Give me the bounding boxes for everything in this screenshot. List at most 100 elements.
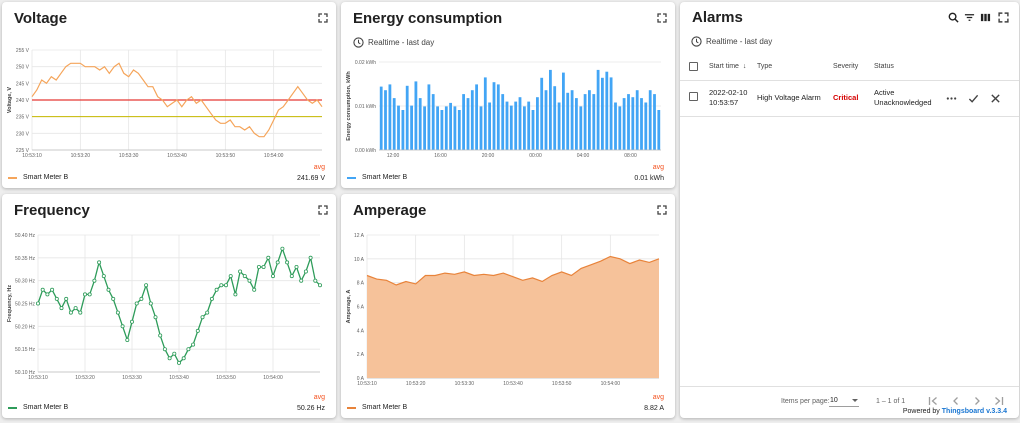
acknowledge-icon[interactable]: [968, 93, 979, 104]
select-all-checkbox[interactable]: [689, 62, 698, 71]
bar: [440, 110, 444, 150]
bar: [410, 105, 413, 150]
alarm-start-clock: 10:53:57: [709, 98, 739, 107]
legend-swatch: [347, 176, 356, 179]
data-point: [92, 278, 97, 283]
bar: [622, 98, 626, 150]
data-point: [294, 265, 299, 270]
more-icon[interactable]: [946, 93, 957, 104]
data-point: [205, 310, 210, 315]
bar: [601, 77, 604, 150]
columns-icon[interactable]: [980, 12, 991, 23]
data-point: [68, 310, 73, 315]
bar: [418, 98, 422, 150]
powered-version[interactable]: v.3.3.4: [986, 408, 1007, 415]
previous-page-icon[interactable]: [950, 395, 962, 407]
bar: [444, 106, 448, 150]
x-tick-label: 10:53:30: [122, 375, 142, 381]
powered-by: Powered by Thingsboard v.3.3.4: [903, 408, 1007, 415]
first-page-icon[interactable]: [927, 395, 939, 407]
bar: [592, 94, 596, 150]
voltage-title: Voltage: [14, 10, 68, 27]
last-page-icon[interactable]: [993, 395, 1005, 407]
avg-label: avg: [313, 164, 325, 171]
voltage-card: Voltage 225 V 230 V 235 V 240 V 245 V 250 V 25…: [2, 2, 336, 188]
data-point: [36, 301, 41, 306]
energy-legend[interactable]: Smart Meter B: [347, 174, 407, 181]
x-tick-label: 16:00: [434, 153, 447, 159]
y-tick-label: 245 V: [16, 81, 30, 87]
frequency-title: Frequency: [14, 202, 90, 219]
column-severity[interactable]: Severity: [833, 63, 859, 70]
column-status[interactable]: Status: [874, 63, 894, 70]
bar: [579, 106, 583, 150]
clear-icon[interactable]: [990, 93, 1001, 104]
series-line: [31, 62, 323, 138]
column-type[interactable]: Type: [757, 63, 773, 70]
table-row[interactable]: 2022-02-10 10:53:57 High Voltage Alarm C…: [680, 84, 1019, 114]
fullscreen-icon[interactable]: [318, 205, 328, 215]
next-page-icon[interactable]: [971, 395, 983, 407]
data-point: [45, 292, 50, 297]
clock-icon: [691, 36, 702, 47]
fullscreen-icon[interactable]: [998, 12, 1009, 23]
row-checkbox[interactable]: [689, 92, 698, 101]
fullscreen-icon[interactable]: [657, 13, 667, 23]
y-tick-label: 0 A: [357, 376, 365, 382]
bar: [501, 94, 505, 150]
powered-prefix: Powered by: [902, 408, 940, 415]
amperage-legend[interactable]: Smart Meter B: [347, 404, 407, 411]
data-point: [252, 287, 257, 292]
alarm-status: Active Unacknowledged: [874, 88, 932, 108]
items-per-page-value: 10: [830, 397, 838, 404]
frequency-legend[interactable]: Smart Meter B: [8, 404, 68, 411]
bar: [488, 102, 491, 150]
alarm-type: High Voltage Alarm: [757, 93, 821, 102]
bar: [483, 77, 487, 150]
items-per-page-label: Items per page:: [781, 398, 830, 405]
x-tick-label: 10:53:10: [28, 375, 48, 381]
legend-series-name: Smart Meter B: [23, 174, 69, 181]
bar: [583, 94, 587, 150]
data-point: [148, 301, 153, 306]
alarm-start-time: 2022-02-10 10:53:57: [709, 88, 747, 108]
y-tick-label: 4 A: [357, 328, 365, 334]
fullscreen-icon[interactable]: [318, 13, 328, 23]
y-axis-label: Voltage, V: [7, 87, 13, 114]
column-start-time[interactable]: Start time ↓: [709, 63, 746, 70]
legend-series-name: Smart Meter B: [23, 404, 69, 411]
filter-icon[interactable]: [964, 12, 975, 23]
data-point: [200, 315, 205, 320]
data-point: [214, 287, 219, 292]
energy-timewindow[interactable]: Realtime - last day: [353, 37, 434, 48]
data-point: [139, 296, 144, 301]
data-point: [275, 260, 280, 265]
data-point: [134, 301, 139, 306]
voltage-legend[interactable]: Smart Meter B: [8, 174, 68, 181]
bar: [392, 98, 396, 150]
fullscreen-icon[interactable]: [657, 205, 667, 215]
area-fill: [367, 256, 659, 378]
search-icon[interactable]: [948, 12, 959, 23]
data-point: [64, 296, 69, 301]
data-point: [129, 319, 134, 324]
powered-brand-link[interactable]: Thingsboard: [941, 408, 985, 415]
pager-divider: [680, 386, 1019, 387]
y-tick-label: 50.40 Hz: [15, 233, 36, 239]
timewindow-label: Realtime - last day: [706, 37, 773, 46]
clock-icon: [353, 37, 364, 48]
row-divider: [680, 116, 1019, 117]
bar: [509, 105, 513, 150]
x-tick-label: 04:00: [577, 153, 590, 159]
items-per-page-select[interactable]: 10: [829, 394, 859, 407]
x-tick-label: 10:53:10: [22, 153, 42, 159]
data-point: [247, 278, 252, 283]
sort-arrow-down-icon: ↓: [742, 63, 747, 70]
bar: [527, 101, 531, 150]
legend-swatch: [347, 406, 356, 409]
data-point: [256, 265, 261, 270]
timewindow-label: Realtime - last day: [368, 38, 435, 47]
bar: [453, 106, 457, 150]
data-point: [191, 342, 196, 347]
alarms-timewindow[interactable]: Realtime - last day: [691, 36, 772, 47]
